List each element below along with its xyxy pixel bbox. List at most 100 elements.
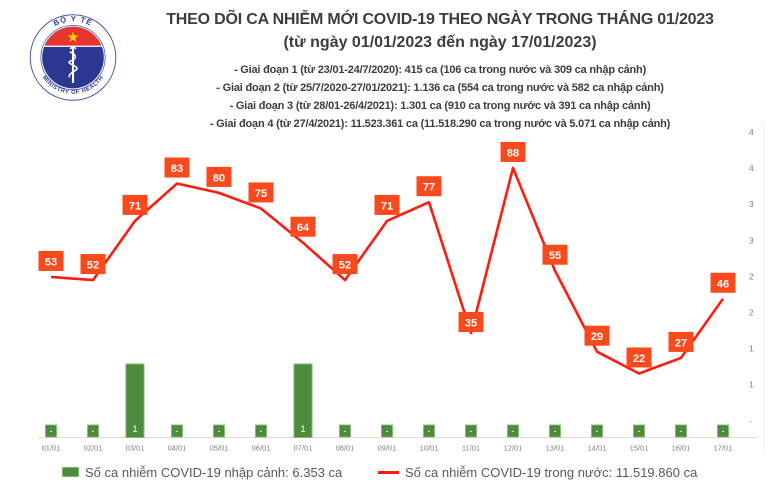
phase-2-summary: - Giai đoạn 2 (từ 25/7/2020-27/01/2021):… xyxy=(216,82,664,94)
bar-zero-marker-08/01 xyxy=(339,424,351,438)
point-label-17/01: 46 xyxy=(717,278,729,290)
legend-item-domestic-cases: Số ca nhiễm COVID-19 trong nước: 11.519.… xyxy=(378,463,697,481)
right-axis-tick-0: 4 xyxy=(749,127,754,137)
point-label-03/01: 71 xyxy=(129,200,141,212)
point-label-08/01: 52 xyxy=(339,260,351,272)
chart-title: THEO DÕI CA NHIỄM MỚI COVID-19 THEO NGÀY… xyxy=(166,11,714,28)
bar-zero-marker-12/01 xyxy=(507,424,519,438)
bar-zero-marker-15/01 xyxy=(633,424,645,438)
point-label-box-09/01 xyxy=(374,194,400,215)
legend-bar-swatch-icon xyxy=(62,467,79,477)
bar-zero-marker-13/01 xyxy=(549,424,561,438)
point-label-15/01: 22 xyxy=(633,353,645,365)
bar-label-01/01: - xyxy=(50,426,53,436)
bar-label-06/01: - xyxy=(260,426,263,436)
point-label-box-02/01 xyxy=(80,254,106,275)
point-label-14/01: 29 xyxy=(591,331,603,343)
bar-label-14/01: - xyxy=(596,426,599,436)
legend-line-swatch-icon xyxy=(378,470,399,474)
bar-zero-marker-16/01 xyxy=(675,424,687,438)
point-label-02/01: 52 xyxy=(87,260,99,272)
right-axis-tick-4: 2 xyxy=(749,271,754,281)
chart-legend: Số ca nhiễm COVID-19 nhập cảnh: 6.353 ca… xyxy=(0,463,770,483)
phase-1-summary: - Giai đoạn 1 (từ 23/01-24/7/2020): 415 … xyxy=(233,64,647,76)
point-label-box-12/01 xyxy=(500,141,526,162)
bar-zero-marker-17/01 xyxy=(717,424,729,438)
bar-zero-marker-01/01 xyxy=(45,424,57,438)
logo-top-text: BỘ Y TẾ xyxy=(52,14,93,28)
domestic-cases-line xyxy=(50,166,725,375)
right-axis-tick-5: 2 xyxy=(749,308,754,318)
x-tick-02/01: 02/01 xyxy=(84,444,103,453)
point-label-box-04/01 xyxy=(164,157,190,178)
bar-label-10/01: - xyxy=(428,426,431,436)
right-axis-tick-1: 4 xyxy=(749,163,754,173)
point-label-06/01: 75 xyxy=(255,188,267,200)
bar-label-03/01: 1 xyxy=(132,424,137,434)
right-axis-tick-3: 3 xyxy=(749,235,754,245)
point-label-04/01: 83 xyxy=(171,163,183,175)
point-label-12/01: 88 xyxy=(507,147,519,159)
phase-4-summary: - Giai đoạn 4 (từ 27/4/2021): 11.523.361… xyxy=(209,118,671,130)
x-tick-17/01: 17/01 xyxy=(714,444,733,453)
legend-item-imported-cases: Số ca nhiễm COVID-19 nhập cảnh: 6.353 ca xyxy=(62,463,342,481)
bar-zero-marker-05/01 xyxy=(213,424,225,438)
svg-text:BỘ Y TẾ: BỘ Y TẾ xyxy=(52,14,95,28)
point-label-box-17/01 xyxy=(710,272,736,293)
point-label-box-13/01 xyxy=(542,244,568,265)
chart-subtitle: (từ ngày 01/01/2023 đến ngày 17/01/2023) xyxy=(283,34,597,51)
point-label-box-16/01 xyxy=(668,331,694,352)
point-label-box-14/01 xyxy=(584,325,610,346)
title-block: THEO DÕI CA NHIỄM MỚI COVID-19 THEO NGÀY… xyxy=(122,11,758,133)
bar-label-07/01: 1 xyxy=(300,424,305,434)
bar-label-02/01: - xyxy=(92,426,95,436)
bar-label-12/01: - xyxy=(512,426,515,436)
point-label-13/01: 55 xyxy=(549,250,561,262)
bar-zero-marker-11/01 xyxy=(465,424,477,438)
bar-zero-marker-09/01 xyxy=(381,424,393,438)
bar-label-17/01: - xyxy=(722,426,725,436)
bar-07/01 xyxy=(293,363,313,438)
x-tick-16/01: 16/01 xyxy=(672,444,691,453)
x-tick-15/01: 15/01 xyxy=(630,444,649,453)
bar-label-11/01: - xyxy=(470,426,473,436)
point-label-box-10/01 xyxy=(416,176,442,197)
bar-03/01 xyxy=(125,363,145,438)
x-tick-11/01: 11/01 xyxy=(462,444,480,453)
point-label-box-11/01 xyxy=(458,312,484,333)
legend-domestic-label: Số ca nhiễm COVID-19 trong nước: 11.519.… xyxy=(405,464,698,480)
x-tick-12/01: 12/01 xyxy=(504,444,523,453)
x-tick-03/01: 03/01 xyxy=(126,444,145,453)
point-label-07/01: 64 xyxy=(297,222,310,234)
legend-imported-label: Số ca nhiễm COVID-19 nhập cảnh: 6.353 ca xyxy=(85,464,343,480)
bar-zero-marker-10/01 xyxy=(423,424,435,438)
point-label-10/01: 77 xyxy=(423,182,435,194)
point-label-01/01: 53 xyxy=(45,256,57,268)
point-label-box-08/01 xyxy=(332,254,358,275)
point-label-09/01: 71 xyxy=(381,200,393,212)
x-tick-05/01: 05/01 xyxy=(210,444,229,453)
ministry-of-health-logo: BỘ Y TẾ MINISTRY OF HEALTH xyxy=(29,14,117,101)
bar-label-09/01: - xyxy=(386,426,389,436)
bar-label-13/01: - xyxy=(554,426,557,436)
bar-label-15/01: - xyxy=(638,426,641,436)
point-label-box-06/01 xyxy=(248,182,274,203)
x-tick-14/01: 14/01 xyxy=(588,444,607,453)
bar-zero-marker-06/01 xyxy=(255,424,267,438)
bar-label-04/01: - xyxy=(176,426,179,436)
rod-of-asclepius-icon xyxy=(68,46,78,83)
point-label-box-05/01 xyxy=(206,166,232,187)
x-tick-08/01: 08/01 xyxy=(336,444,355,453)
point-label-box-07/01 xyxy=(290,216,316,237)
right-axis-tick-6: 1 xyxy=(749,344,754,354)
x-tick-10/01: 10/01 xyxy=(420,444,439,453)
x-tick-13/01: 13/01 xyxy=(546,444,565,453)
point-label-box-15/01 xyxy=(626,347,652,368)
logo-star-icon xyxy=(67,31,79,42)
phase-3-summary: - Giai đoạn 3 (từ 28/01-26/4/2021): 1.30… xyxy=(229,100,651,112)
bar-label-16/01: - xyxy=(680,426,683,436)
right-axis-tick-2: 3 xyxy=(749,199,754,209)
point-label-11/01: 35 xyxy=(465,318,477,330)
